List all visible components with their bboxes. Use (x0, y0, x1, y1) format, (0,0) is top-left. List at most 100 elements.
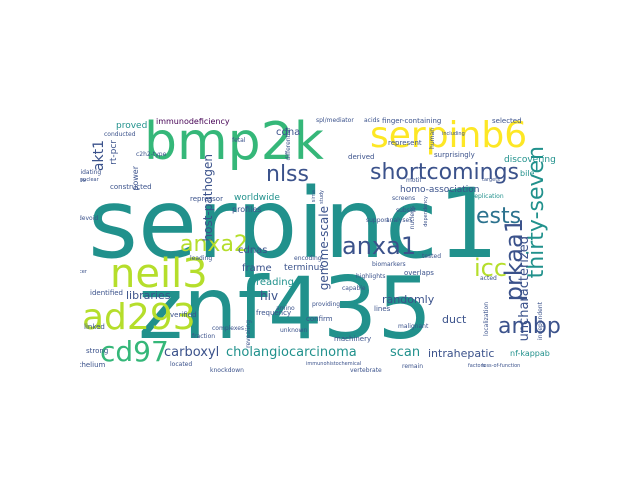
word-study: study (319, 190, 325, 204)
word-duct: duct (442, 313, 467, 326)
word-immunohistochemical: immunohistochemical (306, 361, 362, 367)
word-neil3: neil3 (110, 251, 208, 297)
word-conducted: conducted (104, 131, 136, 138)
word-spl-mediator: spl/mediator (316, 117, 354, 124)
word-located: located (170, 361, 193, 368)
word-uncharacterized: uncharacterized (517, 236, 532, 342)
word-repressor: repressor (190, 195, 223, 203)
word-finger-containing: finger-containing (382, 117, 442, 125)
word-rt-pcr: rt-pcr (109, 140, 119, 165)
word-verified: verified (170, 311, 197, 319)
word-icc: icc (474, 254, 508, 282)
word-biomarkers: biomarkers (372, 261, 406, 268)
word-profiles: profiles (232, 205, 262, 214)
word-cdna: cdna (276, 127, 301, 138)
word-revealing: revealing (245, 320, 252, 348)
word-providing: providing (312, 301, 341, 308)
word-genome-scale: genome-scale (317, 206, 331, 291)
word-znf435: znf435 (138, 259, 433, 359)
word-identified: identified (90, 289, 123, 297)
word-cd97: cd97 (100, 335, 169, 368)
word-targets: targets (482, 177, 500, 183)
word-terminus: terminus (284, 263, 324, 273)
word-anxa2: anxa2 (180, 232, 248, 257)
word-encoding: encoding (294, 255, 322, 262)
word-cholangiocarcinoma: cholangiocarcinoma (226, 345, 357, 360)
word-devoid: devoid (80, 215, 99, 222)
word-frequency: frequency (256, 309, 292, 317)
word-intrahepatic: intrahepatic (428, 347, 495, 360)
word-dependency: dependency (423, 196, 429, 227)
word-selected: selected (492, 117, 522, 125)
word-replication: replication (472, 193, 504, 200)
word-analyses: analyses (386, 217, 413, 224)
word-acted: acted (480, 275, 497, 282)
word-factors: factors (468, 363, 486, 369)
word-nuclear: nuclear (80, 177, 99, 183)
word-surprisingly: surprisingly (434, 151, 475, 159)
word-c2h2-type: c2h2-type (136, 151, 167, 158)
word-hiv: hiv (260, 289, 279, 303)
word-human: human (429, 128, 436, 149)
word-serpinc1: serpinc1 (88, 168, 499, 280)
word-nlss: nlss (266, 162, 309, 187)
word-ests: ests (476, 204, 522, 229)
word-epithelium: epithelium (80, 361, 106, 369)
word-scan: scan (390, 345, 421, 360)
word-shortcomings: shortcomings (370, 160, 520, 185)
word-cancer: cancer (80, 269, 87, 275)
word-nf-kappab: nf-kappab (510, 349, 550, 358)
word-discovering: discovering (504, 155, 556, 165)
word-confirm: confirm (306, 315, 333, 323)
word-rescue: rescue (80, 177, 86, 184)
word-differential: differential (285, 128, 292, 161)
word-acids: acids (364, 117, 380, 124)
word-fetal: fetal (232, 137, 246, 144)
word-elucidating: elucidating (80, 169, 102, 176)
word-motif: motif (406, 177, 422, 184)
word-complexes: complexes (212, 325, 245, 332)
word-proved: proved (116, 121, 148, 131)
word-akt1: akt1 (91, 140, 107, 172)
word-capable: capable (342, 285, 366, 292)
word-sirna: sirna (311, 190, 317, 203)
word-randomly: randomly (382, 293, 435, 306)
word-linked: linked (84, 323, 105, 331)
word-lines: lines (374, 305, 391, 313)
word-carboxyl: carboxyl (164, 345, 220, 360)
word-frame: frame (242, 263, 272, 274)
word-subset: subset (396, 207, 416, 214)
word-libraries: libraries (126, 289, 171, 302)
word-strong: strong (86, 347, 109, 355)
word-bmp2k: bmp2k (144, 112, 324, 172)
word-ambp: ambp (498, 314, 560, 339)
word-independent: independent (537, 302, 544, 340)
word-overlaps: overlaps (404, 269, 434, 277)
word-fraction: fraction (192, 333, 216, 340)
word-bile: bile (520, 169, 535, 178)
word-vertebrate: vertebrate (350, 367, 382, 374)
word-homo-association: homo-association (400, 185, 480, 195)
word-unknown: unknown (280, 327, 308, 334)
word-immunodeficiency: immunodeficiency (156, 117, 230, 126)
word-amino: amino (276, 305, 295, 312)
word-ad293: ad293 (82, 297, 196, 338)
word-knockdown: knockdown (210, 367, 244, 374)
word-cdnas: cdnas (238, 245, 268, 256)
word-support: support (366, 217, 390, 224)
word-malignant: malignant (398, 323, 429, 330)
word-highlights: highlights (356, 273, 386, 280)
word-including: including (442, 131, 465, 137)
word-serpinb6: serpinb6 (370, 115, 528, 156)
word-tested: tested (422, 253, 442, 260)
word-screens: screens (392, 195, 416, 202)
word-remain: remain (402, 363, 424, 370)
word-constructed: constructed (110, 183, 152, 191)
word-machinery: machinery (334, 335, 372, 343)
word-reading: reading (256, 277, 294, 288)
word-worldwide: worldwide (234, 193, 280, 203)
word-cloud: serpinc1 znf435 bmp2k serpinb6 neil3 ad2… (80, 106, 560, 376)
word-derived: derived (348, 153, 375, 161)
word-loss-of-function: loss-of-function (482, 363, 521, 369)
